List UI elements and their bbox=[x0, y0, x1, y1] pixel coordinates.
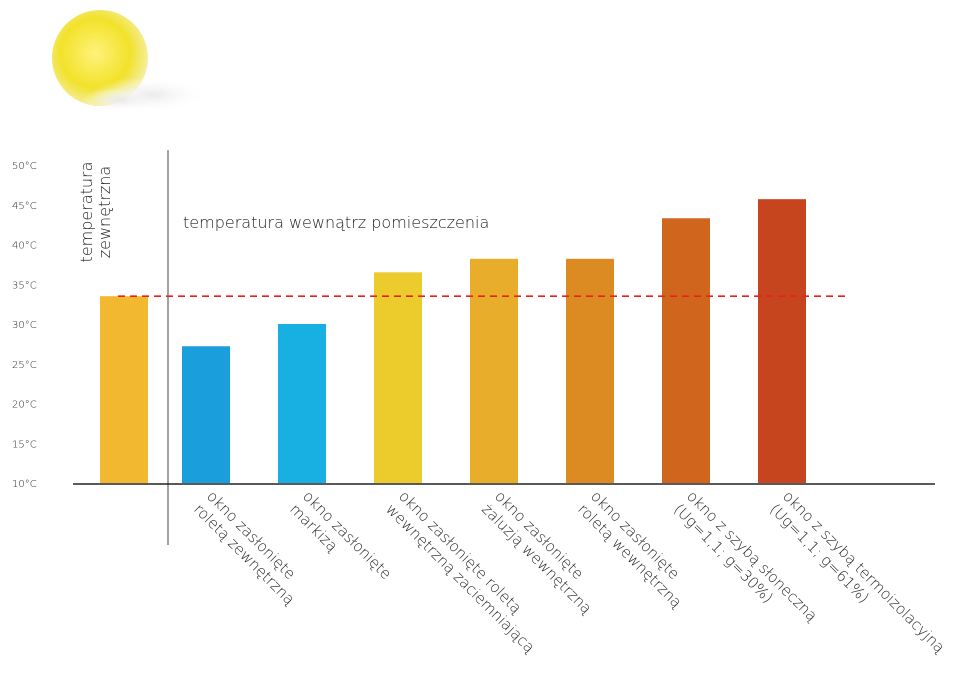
bar bbox=[662, 218, 710, 483]
y-tick-label: 30°C bbox=[12, 320, 37, 331]
y-tick-label: 45°C bbox=[12, 201, 37, 212]
bar bbox=[470, 258, 518, 483]
category-label: temperatura bbox=[77, 162, 96, 263]
bar bbox=[758, 199, 806, 483]
category-label: okno z szybą termoizolacyjną bbox=[779, 487, 949, 657]
y-tick-label: 50°C bbox=[12, 161, 37, 172]
y-tick-label: 40°C bbox=[12, 241, 37, 252]
y-tick-label: 25°C bbox=[12, 360, 37, 371]
bar bbox=[182, 346, 230, 483]
bar bbox=[374, 272, 422, 483]
bar bbox=[100, 296, 148, 483]
category-label: zewnętrzna bbox=[95, 166, 114, 259]
y-tick-label: 35°C bbox=[12, 280, 37, 291]
bar bbox=[278, 324, 326, 483]
annotation: temperatura wewnątrz pomieszczenia bbox=[183, 213, 489, 232]
bar bbox=[566, 258, 614, 483]
y-tick-label: 10°C bbox=[12, 479, 37, 490]
y-tick-label: 20°C bbox=[12, 400, 37, 411]
y-tick-label: 15°C bbox=[12, 439, 37, 450]
weather-icon bbox=[52, 10, 210, 113]
